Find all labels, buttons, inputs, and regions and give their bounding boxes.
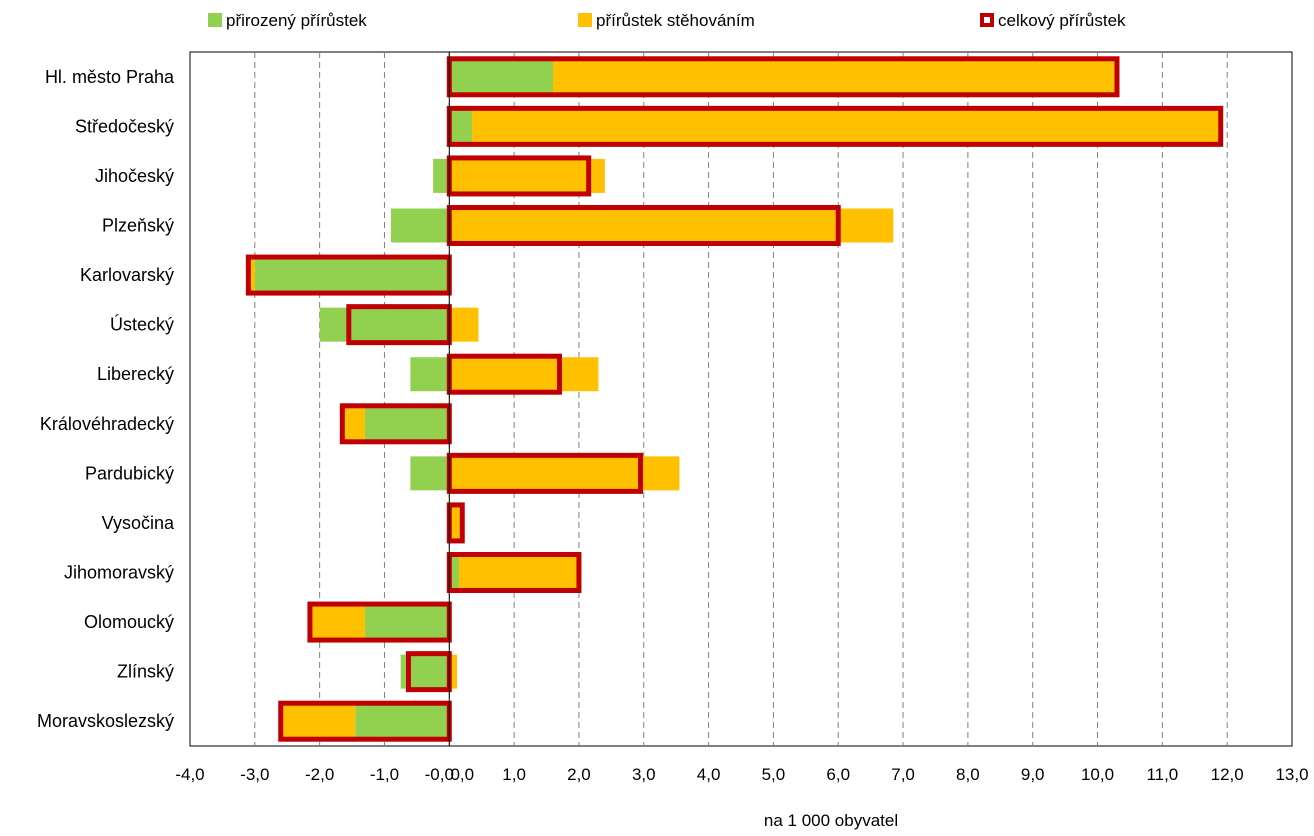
category-label: Jihomoravský — [64, 563, 174, 583]
x-tick-label: 2,0 — [567, 765, 591, 784]
y-axis: Hl. město Praha Středočeský Jihočeský Plzeň… — [37, 67, 175, 731]
x-tick-label: 7,0 — [891, 765, 915, 784]
bar-prirozeny — [254, 258, 450, 293]
bar-stehovanim — [248, 258, 255, 293]
x-tick-label: 13,0 — [1275, 765, 1308, 784]
bar-stehovanim — [309, 605, 366, 640]
x-tick-label: 8,0 — [956, 765, 980, 784]
legend-item: přirozený přírůstek — [208, 11, 367, 30]
bar-prirozeny — [390, 208, 450, 243]
category-label: Olomoucký — [84, 612, 174, 632]
category-label: Karlovarský — [80, 265, 174, 285]
bar-stehovanim — [449, 505, 463, 540]
x-tick-label: -0,0 — [425, 765, 454, 784]
bar-stehovanim — [449, 158, 605, 193]
category-label: Jihočeský — [95, 166, 174, 186]
legend-item: celkový přírůstek — [980, 11, 1126, 30]
bar-stehovanim — [449, 357, 599, 392]
bar-stehovanim — [449, 307, 479, 342]
category-label: Moravskoslezský — [37, 711, 174, 731]
bar-stehovanim — [553, 59, 1117, 94]
legend-swatch — [980, 13, 994, 27]
plot-frame — [189, 51, 1293, 747]
x-tick-label: 3,0 — [632, 765, 656, 784]
category-label: Hl. město Praha — [45, 67, 175, 87]
legend-item: přírůstek stěhováním — [578, 11, 755, 30]
legend-swatch — [578, 13, 592, 27]
legend: přirozený přírůstek přírůstek stěhováním c… — [208, 11, 1126, 30]
bar-prirozeny — [449, 59, 554, 94]
x-axis: -4,0 -3,0 -2,0 -1,0 -0,00,0 1,0 2,0 3,0 4,0 5,0 6,… — [175, 765, 1308, 784]
bar-prirozeny — [410, 456, 450, 491]
category-label: Vysočina — [102, 513, 175, 533]
plot-area — [189, 51, 1293, 747]
bar-stehovanim — [342, 406, 366, 441]
x-tick-label: 11,0 — [1146, 765, 1178, 784]
x-tick-label: 5,0 — [762, 765, 786, 784]
bar-prirozeny — [410, 357, 450, 392]
bar-stehovanim — [449, 456, 680, 491]
x-tick-label: 6,0 — [826, 765, 850, 784]
legend-label: přirozený přírůstek — [226, 11, 367, 30]
category-label: Středočeský — [75, 116, 174, 136]
category-label: Ústecký — [110, 314, 174, 335]
category-label: Pardubický — [85, 463, 174, 483]
bar-stehovanim — [459, 555, 579, 590]
category-label: Královéhradecký — [40, 414, 174, 434]
x-tick-label: -1,0 — [370, 765, 399, 784]
bar-prirozeny — [449, 109, 472, 144]
category-label: Zlínský — [117, 662, 174, 682]
x-tick-label: -3,0 — [240, 765, 269, 784]
bar-stehovanim — [280, 704, 356, 739]
bar-prirozeny — [355, 704, 450, 739]
bar-prirozeny — [449, 555, 460, 590]
x-tick-label: 10,0 — [1081, 765, 1114, 784]
x-tick-label: -2,0 — [305, 765, 334, 784]
bar-stehovanim — [449, 654, 458, 689]
bar-stehovanim — [449, 208, 894, 243]
bar-prirozeny — [433, 158, 450, 193]
legend-swatch — [208, 13, 222, 27]
x-tick-label: 12,0 — [1211, 765, 1244, 784]
bar-prirozeny — [365, 406, 450, 441]
bar-stehovanim — [471, 109, 1221, 144]
x-tick-label: 9,0 — [1021, 765, 1045, 784]
legend-label: přírůstek stěhováním — [596, 11, 755, 30]
bar-prirozeny — [365, 605, 450, 640]
category-label: Plzeňský — [102, 216, 174, 236]
legend-label: celkový přírůstek — [998, 11, 1126, 30]
x-tick-label: 0,0 — [450, 765, 474, 784]
x-tick-label: 4,0 — [697, 765, 721, 784]
x-tick-label: 1,0 — [502, 765, 526, 784]
x-tick-label: -4,0 — [175, 765, 204, 784]
x-axis-title: na 1 000 obyvatel — [764, 811, 898, 830]
category-label: Liberecký — [97, 364, 174, 384]
bar-prirozeny — [319, 307, 450, 342]
